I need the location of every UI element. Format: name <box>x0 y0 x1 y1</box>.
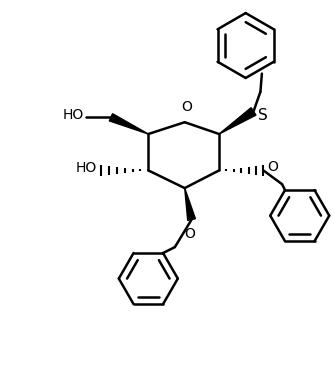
Polygon shape <box>109 114 148 134</box>
Text: S: S <box>259 108 268 123</box>
Text: O: O <box>267 161 278 175</box>
Text: HO: HO <box>76 161 97 175</box>
Polygon shape <box>219 108 256 134</box>
Text: O: O <box>184 227 195 241</box>
Text: O: O <box>181 100 192 114</box>
Polygon shape <box>185 188 195 220</box>
Text: HO: HO <box>62 108 84 122</box>
